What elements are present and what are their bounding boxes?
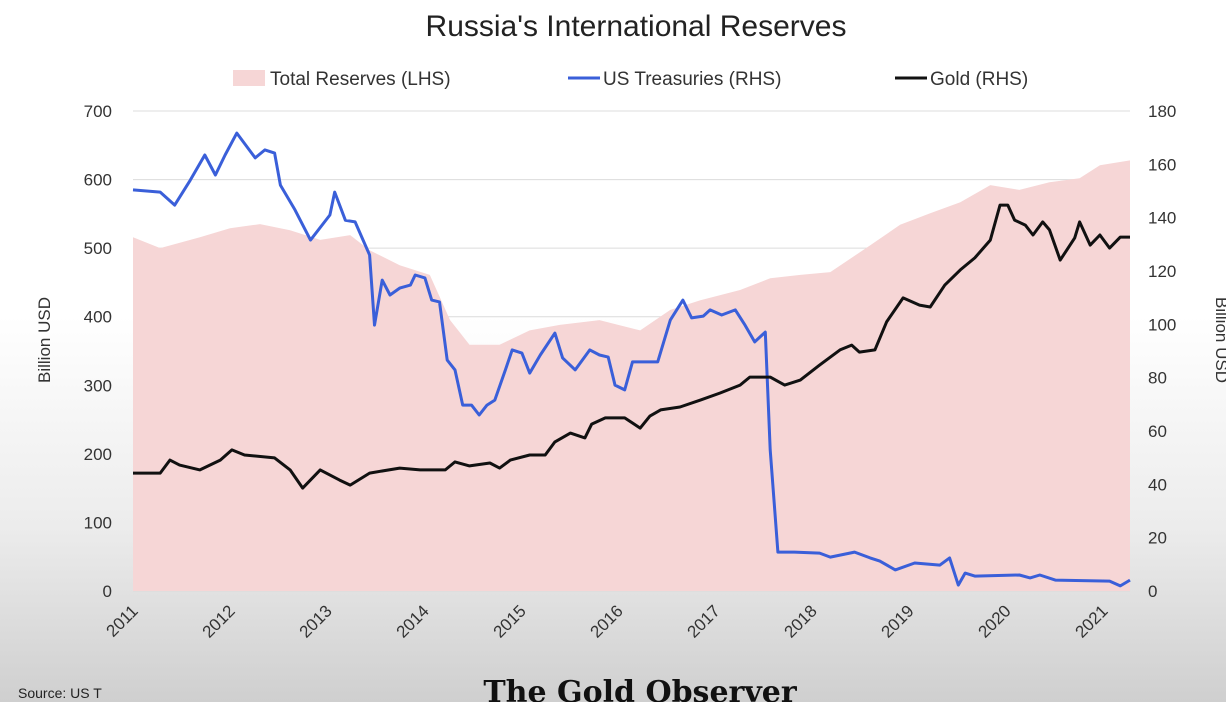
series-area-total-reserves — [133, 160, 1130, 591]
legend-swatch-total-reserves — [233, 70, 265, 86]
left-axis-title: Billion USD — [35, 297, 54, 383]
x-tick-label: 2014 — [393, 601, 433, 641]
y-tick-label: 700 — [84, 102, 112, 121]
series-lines — [132, 131, 1131, 588]
chart-title: Russia's International Reserves — [426, 10, 847, 43]
y-tick-label: 500 — [84, 239, 112, 258]
series-line-gold — [133, 203, 1130, 490]
source-note: Source: US T — [18, 685, 102, 701]
x-tick-label: 2013 — [296, 601, 336, 641]
x-tick-label: 2011 — [103, 601, 142, 640]
y-tick-label: 100 — [84, 513, 112, 532]
y-tick-label: 400 — [84, 308, 112, 327]
y2-tick-label: 180 — [1148, 102, 1176, 121]
series-line-us-treasuries — [132, 131, 1131, 588]
y-tick-label: 200 — [84, 445, 112, 464]
left-axis-ticks: 0 100 200 300 400 500 600 700 — [84, 102, 112, 601]
legend-label-gold: Gold (RHS) — [930, 69, 1028, 90]
y2-tick-label: 0 — [1148, 582, 1157, 601]
y2-tick-label: 100 — [1148, 315, 1176, 334]
brand-logo-text: The Gold Observer — [483, 675, 798, 702]
y2-tick-label: 40 — [1148, 475, 1167, 494]
x-tick-label: 2021 — [1071, 601, 1111, 641]
y2-tick-label: 140 — [1148, 209, 1176, 228]
x-axis-ticks: 2011 2012 2013 2014 2015 2016 2017 2018 2019 2020… — [103, 601, 1112, 641]
x-tick-label: 2012 — [199, 601, 239, 641]
y2-tick-label: 60 — [1148, 422, 1167, 441]
y2-tick-label: 20 — [1148, 529, 1167, 548]
y-tick-label: 600 — [84, 171, 112, 190]
right-axis-ticks: 0 20 40 60 80 100 120 140 160 180 — [1148, 102, 1176, 601]
y2-tick-label: 120 — [1148, 262, 1176, 281]
x-tick-label: 2018 — [781, 601, 821, 641]
y2-tick-label: 80 — [1148, 369, 1167, 388]
y2-tick-label: 160 — [1148, 155, 1176, 174]
legend-label-us-treasuries: US Treasuries (RHS) — [603, 69, 781, 90]
legend-label-total-reserves: Total Reserves (LHS) — [270, 69, 451, 90]
x-tick-label: 2017 — [684, 601, 724, 641]
x-tick-label: 2016 — [587, 601, 627, 641]
legend: Total Reserves (LHS) US Treasuries (RHS)… — [233, 69, 1028, 90]
x-tick-label: 2015 — [490, 601, 530, 641]
y-tick-label: 300 — [84, 376, 112, 395]
y-tick-label: 0 — [103, 582, 112, 601]
total-reserves-area — [133, 160, 1130, 591]
right-axis-title: Billion USD — [1212, 297, 1226, 383]
x-tick-label: 2019 — [878, 601, 918, 641]
x-tick-label: 2020 — [975, 601, 1015, 641]
